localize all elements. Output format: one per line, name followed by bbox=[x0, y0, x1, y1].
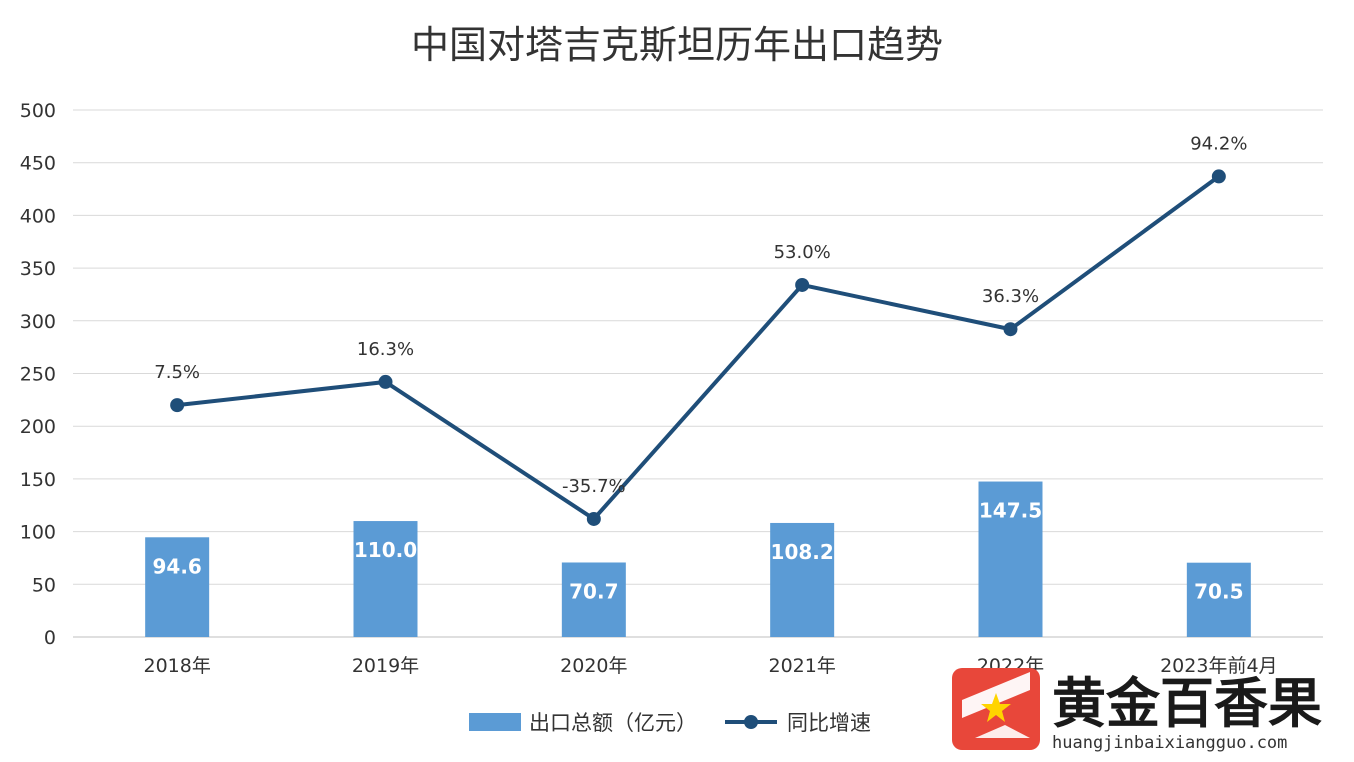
line-data-label: 53.0% bbox=[774, 242, 831, 263]
y-tick-label: 0 bbox=[44, 627, 56, 649]
legend-line-label: 同比增速 bbox=[787, 711, 871, 735]
watermark-brand: 黄金百香果 bbox=[1052, 671, 1322, 735]
bar bbox=[978, 481, 1043, 637]
bar bbox=[145, 537, 210, 637]
bar-data-label: 110.0 bbox=[354, 538, 417, 562]
y-tick-label: 450 bbox=[20, 153, 56, 175]
x-tick-label: 2021年 bbox=[768, 655, 835, 677]
x-tick-label: 2023年前4月 bbox=[1160, 655, 1277, 677]
line-point bbox=[378, 374, 393, 389]
y-tick-label: 300 bbox=[20, 311, 56, 333]
line-data-label: 94.2% bbox=[1190, 133, 1247, 154]
line-data-label: 7.5% bbox=[154, 362, 200, 383]
line-point bbox=[170, 398, 185, 413]
legend: 出口总额（亿元） 同比增速 bbox=[469, 711, 871, 735]
line-point bbox=[1211, 169, 1226, 184]
bar-series: 94.6 110.0 70.7 108.2 147.5 70.5 bbox=[145, 481, 1251, 637]
x-tick-label: 2018年 bbox=[143, 655, 210, 677]
line-point bbox=[1003, 322, 1018, 337]
y-tick-label: 400 bbox=[20, 205, 56, 227]
x-tick-label: 2020年 bbox=[560, 655, 627, 677]
line-point bbox=[795, 277, 810, 292]
bar-data-label: 70.7 bbox=[569, 579, 618, 603]
legend-bar-label: 出口总额（亿元） bbox=[529, 711, 697, 735]
legend-line-marker bbox=[744, 715, 758, 729]
chart-title: 中国对塔吉克斯坦历年出口趋势 bbox=[411, 23, 943, 67]
bar-data-label: 70.5 bbox=[1194, 580, 1243, 604]
x-tick-label: 2019年 bbox=[352, 655, 419, 677]
bar-data-label: 147.5 bbox=[979, 499, 1042, 523]
bar bbox=[1186, 562, 1251, 637]
bar bbox=[353, 521, 418, 637]
y-tick-label: 50 bbox=[32, 574, 56, 596]
bar-data-label: 108.2 bbox=[771, 540, 834, 564]
bar bbox=[561, 562, 626, 637]
gridlines bbox=[73, 109, 1323, 638]
y-tick-label: 100 bbox=[20, 522, 56, 544]
y-tick-label: 350 bbox=[20, 258, 56, 280]
y-tick-label: 250 bbox=[20, 364, 56, 386]
y-tick-label: 200 bbox=[20, 416, 56, 438]
watermark: 黄金百香果 huangjinbaixiangguo.com bbox=[952, 668, 1322, 753]
bar-data-label: 94.6 bbox=[152, 554, 201, 578]
watermark-logo bbox=[952, 668, 1040, 750]
series-line bbox=[176, 174, 1221, 521]
line-data-label: 36.3% bbox=[982, 286, 1039, 307]
x-axis: 2018年 2019年 2020年 2021年 2022年 2023年前4月 bbox=[143, 655, 1277, 677]
watermark-url: huangjinbaixiangguo.com bbox=[1052, 733, 1287, 753]
y-tick-label: 500 bbox=[20, 100, 56, 122]
line-data-label: -35.7% bbox=[562, 476, 626, 497]
legend-bar-swatch bbox=[469, 713, 521, 731]
y-axis: 0 50 100 150 200 250 300 350 400 450 500 bbox=[20, 100, 56, 649]
line-point bbox=[586, 511, 601, 526]
y-tick-label: 150 bbox=[20, 469, 56, 491]
bar bbox=[770, 522, 835, 637]
line-series: 7.5% 16.3% -35.7% 53.0% 36.3% 94.2% bbox=[154, 133, 1247, 526]
line-data-label: 16.3% bbox=[357, 339, 414, 360]
